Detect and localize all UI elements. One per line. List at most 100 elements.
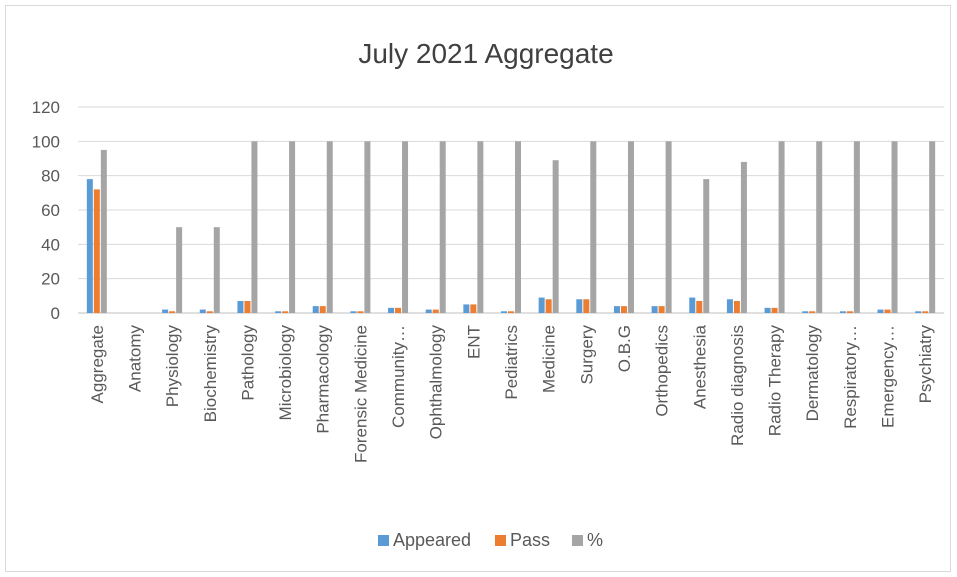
bar--13 (590, 141, 597, 313)
x-tick-label: Community… (389, 325, 408, 428)
x-tick-label: Anesthesia (690, 324, 709, 409)
bar-pass-2 (169, 311, 176, 313)
bar-appeared-17 (726, 299, 733, 313)
bar--0 (100, 149, 107, 313)
bar-appeared-9 (425, 309, 432, 313)
bar-appeared-13 (576, 299, 583, 313)
x-axis-ticks: Aggregate Anatomy Physiology Biochemistry Pa… (88, 324, 935, 462)
bar-appeared-22 (915, 311, 922, 313)
bar--15 (665, 141, 672, 313)
legend-swatch (572, 535, 583, 546)
bar-pass-13 (583, 299, 590, 313)
bar--20 (853, 141, 860, 313)
bar--12 (552, 160, 559, 313)
bar--4 (251, 141, 258, 313)
bar-appeared-11 (501, 311, 507, 313)
bar-pass-21 (884, 309, 891, 313)
y-tick-label: 20 (41, 270, 60, 289)
bar--14 (627, 141, 634, 313)
bars (86, 141, 936, 313)
legend-label: % (587, 530, 603, 550)
chart-title: July 2021 Aggregate (358, 38, 613, 69)
bar-appeared-21 (877, 309, 884, 313)
legend-swatch (495, 535, 506, 546)
bar-pass-7 (357, 311, 364, 313)
x-tick-label: Ophthalmology (427, 325, 446, 440)
bar-appeared-3 (199, 309, 206, 313)
bar--22 (929, 141, 936, 313)
bar-appeared-16 (689, 297, 696, 313)
bar-pass-20 (846, 311, 853, 313)
bar--8 (402, 141, 409, 313)
x-tick-label: Medicine (540, 325, 559, 393)
bar-pass-18 (771, 307, 778, 313)
bar-pass-14 (620, 306, 627, 313)
bar-pass-19 (809, 311, 816, 313)
bar--6 (326, 141, 333, 313)
x-tick-label: ENT (464, 325, 483, 359)
x-tick-label: Surgery (577, 325, 596, 385)
bar--10 (477, 141, 484, 313)
bar-appeared-5 (275, 311, 282, 313)
bar-pass-5 (282, 311, 289, 313)
x-tick-label: Pediatrics (502, 325, 521, 400)
legend: Appeared Pass% (378, 530, 603, 550)
bar--19 (816, 141, 823, 313)
x-tick-label: Biochemistry (201, 325, 220, 423)
bar-pass-16 (696, 300, 703, 313)
y-tick-label: 0 (51, 304, 60, 323)
bar--16 (703, 179, 710, 313)
x-tick-label: Aggregate (88, 325, 107, 403)
x-tick-label: O.B.G (615, 325, 634, 372)
x-tick-label: Anatomy (125, 325, 144, 393)
bar-appeared-14 (613, 306, 620, 313)
bar-pass-17 (733, 300, 740, 313)
bar-pass-11 (508, 311, 514, 313)
bar-pass-12 (545, 299, 552, 313)
bar-pass-0 (93, 189, 100, 313)
bar-pass-6 (319, 306, 326, 313)
bar-appeared-4 (237, 300, 244, 313)
bar-appeared-20 (839, 311, 846, 313)
legend-label: Pass (510, 530, 550, 550)
bar-pass-3 (206, 311, 213, 313)
y-tick-label: 120 (32, 98, 60, 117)
legend-label: Appeared (393, 530, 471, 550)
bar--3 (213, 227, 220, 313)
y-tick-label: 60 (41, 201, 60, 220)
bar--21 (891, 141, 898, 313)
x-tick-label: Emergency… (879, 325, 898, 428)
bar-appeared-0 (86, 179, 93, 313)
x-tick-label: Forensic Medicine (351, 325, 370, 463)
bar-pass-9 (432, 309, 439, 313)
bar-appeared-2 (162, 309, 169, 313)
bar-appeared-12 (538, 297, 545, 313)
bar--18 (778, 141, 785, 313)
x-tick-label: Pharmacology (314, 325, 333, 434)
bar-appeared-6 (312, 306, 319, 313)
bar-pass-15 (658, 306, 665, 313)
bar-appeared-8 (388, 307, 395, 313)
x-tick-label: Psychiatry (916, 325, 935, 404)
x-tick-label: Dermatology (803, 325, 822, 422)
legend-swatch (378, 535, 389, 546)
bar--9 (439, 141, 446, 313)
y-axis-ticks: 0 20 40 60 80 100 120 (32, 98, 60, 323)
bar-pass-4 (244, 300, 251, 313)
y-tick-label: 100 (32, 132, 60, 151)
bar-appeared-19 (802, 311, 809, 313)
x-tick-label: Radio Therapy (766, 325, 785, 437)
bar-appeared-15 (651, 306, 658, 313)
x-tick-label: Orthopedics (653, 325, 672, 417)
bar-pass-22 (922, 311, 929, 313)
x-tick-label: Microbiology (276, 325, 295, 421)
bar-appeared-18 (764, 307, 771, 313)
bar-pass-10 (470, 304, 477, 313)
x-tick-label: Physiology (163, 325, 182, 408)
x-tick-label: Pathology (238, 325, 257, 401)
y-tick-label: 40 (41, 235, 60, 254)
bar--17 (740, 161, 747, 313)
bar--5 (289, 141, 296, 313)
bar-pass-8 (395, 307, 402, 313)
